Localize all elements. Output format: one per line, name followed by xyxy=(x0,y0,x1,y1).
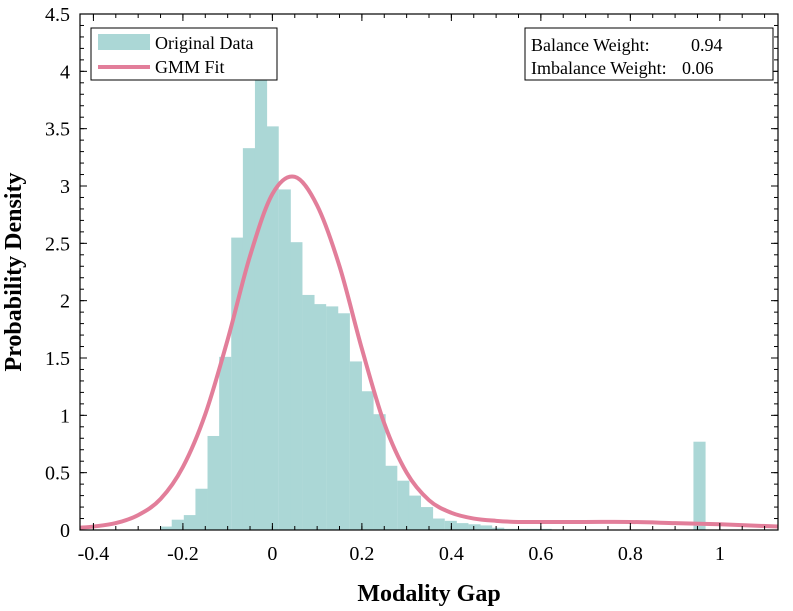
weights-annotation-box xyxy=(524,27,774,81)
balance-weight-label: Balance Weight: xyxy=(531,35,650,55)
y-axis-label: Probability Density xyxy=(1,173,27,372)
legend: Original Data GMM Fit xyxy=(90,27,278,81)
y-tick-label: 1 xyxy=(60,405,70,427)
x-tick-label: 0.8 xyxy=(618,543,643,565)
legend-swatch-original-data xyxy=(98,34,150,50)
y-tick-label: 2.5 xyxy=(45,233,70,255)
histogram-bar xyxy=(314,304,327,530)
y-tick-label: 2 xyxy=(60,291,70,313)
y-tick-label: 4 xyxy=(60,61,70,83)
tick-labels: -0.4 -0.2 0 0.2 0.4 0.6 0.8 1 0 0.5 1 1.5 2 2.5 3 3.5 4 4… xyxy=(45,4,725,565)
histogram-bar xyxy=(242,148,256,530)
x-tick-label: 0.6 xyxy=(528,543,553,565)
y-tick-label: 1.5 xyxy=(45,348,70,370)
histogram-bar xyxy=(160,526,173,530)
y-tick-label: 3.5 xyxy=(45,119,70,141)
gmm-fit-layer xyxy=(79,174,779,530)
histogram-bar xyxy=(337,313,350,530)
imbalance-weight-label: Imbalance Weight: xyxy=(531,58,667,78)
histogram-bar xyxy=(385,465,398,530)
x-tick-label: 0.4 xyxy=(439,543,464,565)
y-tick-label: 3 xyxy=(60,176,70,198)
x-axis-label: Modality Gap xyxy=(357,581,500,607)
histogram-bar xyxy=(195,488,208,530)
y-tick-label: 0 xyxy=(60,520,70,542)
imbalance-weight-value: 0.06 xyxy=(682,58,714,78)
x-tick-label: 0.2 xyxy=(349,543,374,565)
legend-label-gmm-fit: GMM Fit xyxy=(155,57,225,77)
histogram-bar xyxy=(171,519,184,530)
histogram-bar xyxy=(183,515,196,530)
histogram-bar xyxy=(480,525,493,530)
histogram-bar xyxy=(361,391,374,530)
weights-annotation: Balance Weight: 0.94 Imbalance Weight: 0… xyxy=(524,27,774,81)
histogram-bar xyxy=(456,523,469,530)
histogram-bar xyxy=(468,524,481,530)
histogram-bar xyxy=(492,527,505,530)
plot-frame xyxy=(79,13,779,531)
histogram-bar xyxy=(219,356,232,530)
histogram-bar xyxy=(326,306,339,530)
histogram-bar xyxy=(302,294,315,530)
histogram-bar xyxy=(693,441,706,530)
histogram-bar xyxy=(278,189,291,530)
balance-weight-value: 0.94 xyxy=(691,35,723,55)
x-tick-label: -0.2 xyxy=(167,543,199,565)
histogram-bar xyxy=(266,126,279,530)
histogram-bar xyxy=(420,507,434,530)
histogram-bar xyxy=(254,80,268,531)
x-tick-label: -0.4 xyxy=(78,543,110,565)
y-tick-label: 4.5 xyxy=(45,4,70,26)
histogram-bars xyxy=(160,80,706,531)
legend-label-original-data: Original Data xyxy=(155,33,253,53)
histogram-bar xyxy=(408,495,422,530)
axes-frame xyxy=(79,13,779,531)
histogram-bar xyxy=(290,242,303,531)
x-tick-label: 0 xyxy=(267,543,277,565)
histogram-bar xyxy=(207,435,220,530)
histogram-bar xyxy=(397,480,410,530)
histogram-bar xyxy=(349,361,362,530)
gmm-fit-line xyxy=(79,174,779,530)
x-tick-label: 1 xyxy=(715,543,725,565)
histogram-bar xyxy=(432,518,445,530)
y-tick-label: 0.5 xyxy=(45,463,70,485)
histogram-bar xyxy=(373,414,386,530)
histogram-bar xyxy=(444,520,457,530)
